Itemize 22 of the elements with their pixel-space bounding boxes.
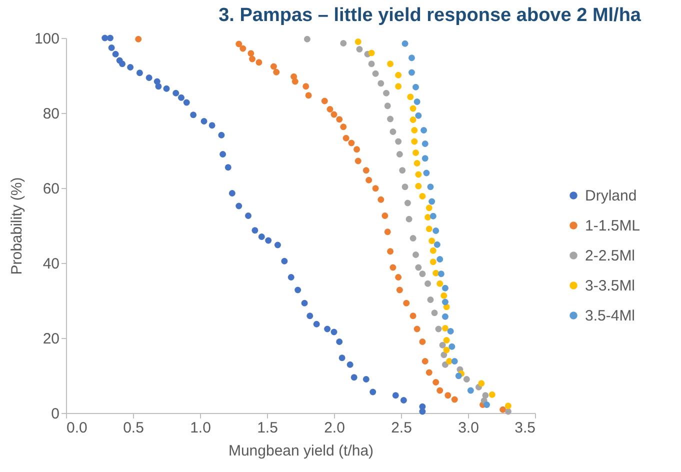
legend-label: 2-2.5Ml: [585, 248, 636, 264]
x-tick-label: 3.0: [458, 420, 479, 436]
y-tick-label: 20: [42, 330, 60, 348]
legend-label: 1-1.5ML: [585, 218, 640, 234]
legend-label: 3-3.5Ml: [585, 278, 636, 294]
x-tick-label: 0.0: [66, 420, 88, 436]
y-axis-title: Probability (%): [8, 177, 26, 275]
x-tick-label: 1.5: [257, 420, 278, 436]
x-tick-label: 0.5: [123, 420, 144, 436]
x-tick-label: 2.0: [324, 420, 345, 436]
y-tick-label: 100: [34, 30, 60, 48]
x-tick-label: 1.0: [190, 420, 211, 436]
x-tick-label: 2.5: [391, 420, 412, 436]
y-tick-label: 40: [42, 256, 60, 272]
chart-title: 3. Pampas – little yield response above 2 Ml/ha: [218, 5, 642, 26]
x-axis-title: Mungbean yield (t/ha): [228, 442, 374, 460]
legend-label: Dryland: [585, 188, 637, 204]
y-tick-label: 60: [42, 180, 60, 198]
x-tick-label: 3.5: [514, 420, 536, 436]
y-tick-label: 80: [42, 106, 60, 122]
legend-label: 3.5-4Ml: [585, 308, 636, 324]
y-tick-label: 0: [51, 406, 60, 422]
